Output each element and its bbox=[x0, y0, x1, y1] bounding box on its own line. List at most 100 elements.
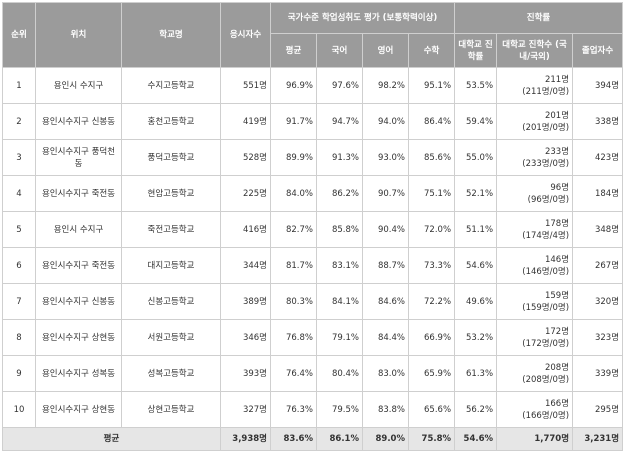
cell-location: 용인시수지구 상현동 bbox=[35, 391, 122, 428]
cell-univ-count: 201명 (201명/0명) bbox=[496, 103, 574, 140]
cell-univ-count: 178명 (174명/4명) bbox=[496, 211, 574, 248]
cell-avg: 89.9% bbox=[270, 139, 317, 176]
cell-math: 72.2% bbox=[407, 283, 456, 320]
cell-school: 상현고등학교 bbox=[121, 391, 221, 428]
table-row: 3 용인시수지구 풍덕천동 풍덕고등학교 528명 89.9% 91.3% 93… bbox=[2, 139, 624, 176]
univ-count-split: (166명/0명) bbox=[522, 410, 570, 421]
cell-graduates: 323명 bbox=[572, 319, 624, 356]
cell-examinees: 528명 bbox=[220, 139, 271, 176]
univ-count-split: (233명/0명) bbox=[522, 158, 570, 169]
cell-school: 죽전고등학교 bbox=[121, 211, 221, 248]
table-row: 8 용인시수지구 상현동 서원고등학교 346명 76.8% 79.1% 84.… bbox=[2, 319, 624, 356]
cell-univ-count: 208명 (208명/0명) bbox=[496, 355, 574, 392]
cell-examinees: 393명 bbox=[220, 355, 271, 392]
cell-avg: 76.3% bbox=[270, 391, 317, 428]
cell-korean: 80.4% bbox=[316, 355, 363, 392]
cell-location: 용인시수지구 풍덕천동 bbox=[35, 139, 122, 176]
cell-rank: 8 bbox=[2, 319, 36, 356]
cell-english: 83.8% bbox=[362, 391, 409, 428]
cell-rank: 5 bbox=[2, 211, 36, 248]
cell-math: 65.9% bbox=[407, 355, 456, 392]
cell-avg: 76.8% bbox=[270, 319, 317, 356]
cell-english: 98.2% bbox=[362, 67, 409, 104]
header-math: 수학 bbox=[407, 33, 456, 68]
cell-univ-rate: 54.6% bbox=[454, 247, 498, 284]
univ-count-split: (159명/0명) bbox=[522, 302, 570, 313]
table-row: 7 용인시수지구 신봉동 신봉고등학교 389명 80.3% 84.1% 84.… bbox=[2, 283, 624, 320]
cell-univ-count: 172명 (172명/0명) bbox=[496, 319, 574, 356]
cell-examinees: 551명 bbox=[220, 67, 271, 104]
school-ranking-table: 순위 위치 학교명 응시자수 국가수준 학업성취도 평가 (보통학력이상) 진학… bbox=[2, 2, 624, 451]
cell-school: 홍천고등학교 bbox=[121, 103, 221, 140]
univ-count-total: 96명 bbox=[550, 182, 570, 193]
cell-korean: 79.1% bbox=[316, 319, 363, 356]
cell-rank: 7 bbox=[2, 283, 36, 320]
univ-count-split: (146명/0명) bbox=[522, 266, 570, 277]
cell-korean: 86.2% bbox=[316, 175, 363, 212]
univ-count-total: 146명 bbox=[544, 254, 570, 265]
cell-math: 86.4% bbox=[407, 103, 456, 140]
cell-korean: 83.1% bbox=[316, 247, 363, 284]
cell-univ-rate: 56.2% bbox=[454, 391, 498, 428]
table-body: 1 용인시 수지구 수지고등학교 551명 96.9% 97.6% 98.2% … bbox=[2, 67, 624, 428]
cell-graduates: 394명 bbox=[572, 67, 624, 104]
cell-rank: 9 bbox=[2, 355, 36, 392]
cell-avg: 96.9% bbox=[270, 67, 317, 104]
table-footer: 평균 3,938명 83.6% 86.1% 89.0% 75.8% 54.6% … bbox=[2, 427, 624, 451]
totals-examinees: 3,938명 bbox=[220, 427, 271, 451]
cell-examinees: 389명 bbox=[220, 283, 271, 320]
cell-univ-rate: 61.3% bbox=[454, 355, 498, 392]
cell-english: 84.4% bbox=[362, 319, 409, 356]
cell-avg: 81.7% bbox=[270, 247, 317, 284]
univ-count-total: 208명 bbox=[544, 362, 570, 373]
univ-count-split: (211명/0명) bbox=[522, 86, 570, 97]
cell-univ-rate: 59.4% bbox=[454, 103, 498, 140]
univ-count-split: (96명/0명) bbox=[527, 194, 570, 205]
cell-graduates: 348명 bbox=[572, 211, 624, 248]
table-row: 10 용인시수지구 상현동 상현고등학교 327명 76.3% 79.5% 83… bbox=[2, 391, 624, 428]
cell-school: 풍덕고등학교 bbox=[121, 139, 221, 176]
totals-korean: 86.1% bbox=[316, 427, 363, 451]
cell-school: 서원고등학교 bbox=[121, 319, 221, 356]
cell-avg: 80.3% bbox=[270, 283, 317, 320]
cell-location: 용인시수지구 죽전동 bbox=[35, 247, 122, 284]
cell-avg: 84.0% bbox=[270, 175, 317, 212]
header-advancement-group: 진학률 bbox=[454, 2, 624, 34]
table-row: 6 용인시수지구 죽전동 대지고등학교 344명 81.7% 83.1% 88.… bbox=[2, 247, 624, 284]
cell-examinees: 225명 bbox=[220, 175, 271, 212]
header-rank: 순위 bbox=[2, 2, 36, 68]
cell-examinees: 346명 bbox=[220, 319, 271, 356]
cell-location: 용인시수지구 신봉동 bbox=[35, 103, 122, 140]
cell-univ-count: 166명 (166명/0명) bbox=[496, 391, 574, 428]
totals-univ-rate: 54.6% bbox=[454, 427, 498, 451]
cell-univ-rate: 53.5% bbox=[454, 67, 498, 104]
header-english: 영어 bbox=[362, 33, 409, 68]
univ-count-split: (174명/4명) bbox=[522, 230, 570, 241]
cell-korean: 79.5% bbox=[316, 391, 363, 428]
univ-count-total: 211명 bbox=[544, 74, 570, 85]
cell-univ-rate: 51.1% bbox=[454, 211, 498, 248]
cell-math: 72.0% bbox=[407, 211, 456, 248]
table-row: 2 용인시수지구 신봉동 홍천고등학교 419명 91.7% 94.7% 94.… bbox=[2, 103, 624, 140]
cell-univ-rate: 55.0% bbox=[454, 139, 498, 176]
cell-english: 88.7% bbox=[362, 247, 409, 284]
table-row: 9 용인시수지구 성복동 성복고등학교 393명 76.4% 80.4% 83.… bbox=[2, 355, 624, 392]
cell-rank: 3 bbox=[2, 139, 36, 176]
cell-english: 90.4% bbox=[362, 211, 409, 248]
cell-rank: 1 bbox=[2, 67, 36, 104]
cell-avg: 91.7% bbox=[270, 103, 317, 140]
cell-english: 93.0% bbox=[362, 139, 409, 176]
header-school: 학교명 bbox=[121, 2, 221, 68]
table-header: 순위 위치 학교명 응시자수 국가수준 학업성취도 평가 (보통학력이상) 진학… bbox=[2, 2, 624, 68]
cell-univ-count: 146명 (146명/0명) bbox=[496, 247, 574, 284]
cell-univ-rate: 53.2% bbox=[454, 319, 498, 356]
cell-graduates: 267명 bbox=[572, 247, 624, 284]
cell-school: 현암고등학교 bbox=[121, 175, 221, 212]
cell-location: 용인시수지구 상현동 bbox=[35, 319, 122, 356]
univ-count-split: (208명/0명) bbox=[522, 374, 570, 385]
cell-univ-rate: 49.6% bbox=[454, 283, 498, 320]
cell-graduates: 338명 bbox=[572, 103, 624, 140]
cell-univ-count: 96명 (96명/0명) bbox=[496, 175, 574, 212]
table-row: 1 용인시 수지구 수지고등학교 551명 96.9% 97.6% 98.2% … bbox=[2, 67, 624, 104]
cell-korean: 84.1% bbox=[316, 283, 363, 320]
